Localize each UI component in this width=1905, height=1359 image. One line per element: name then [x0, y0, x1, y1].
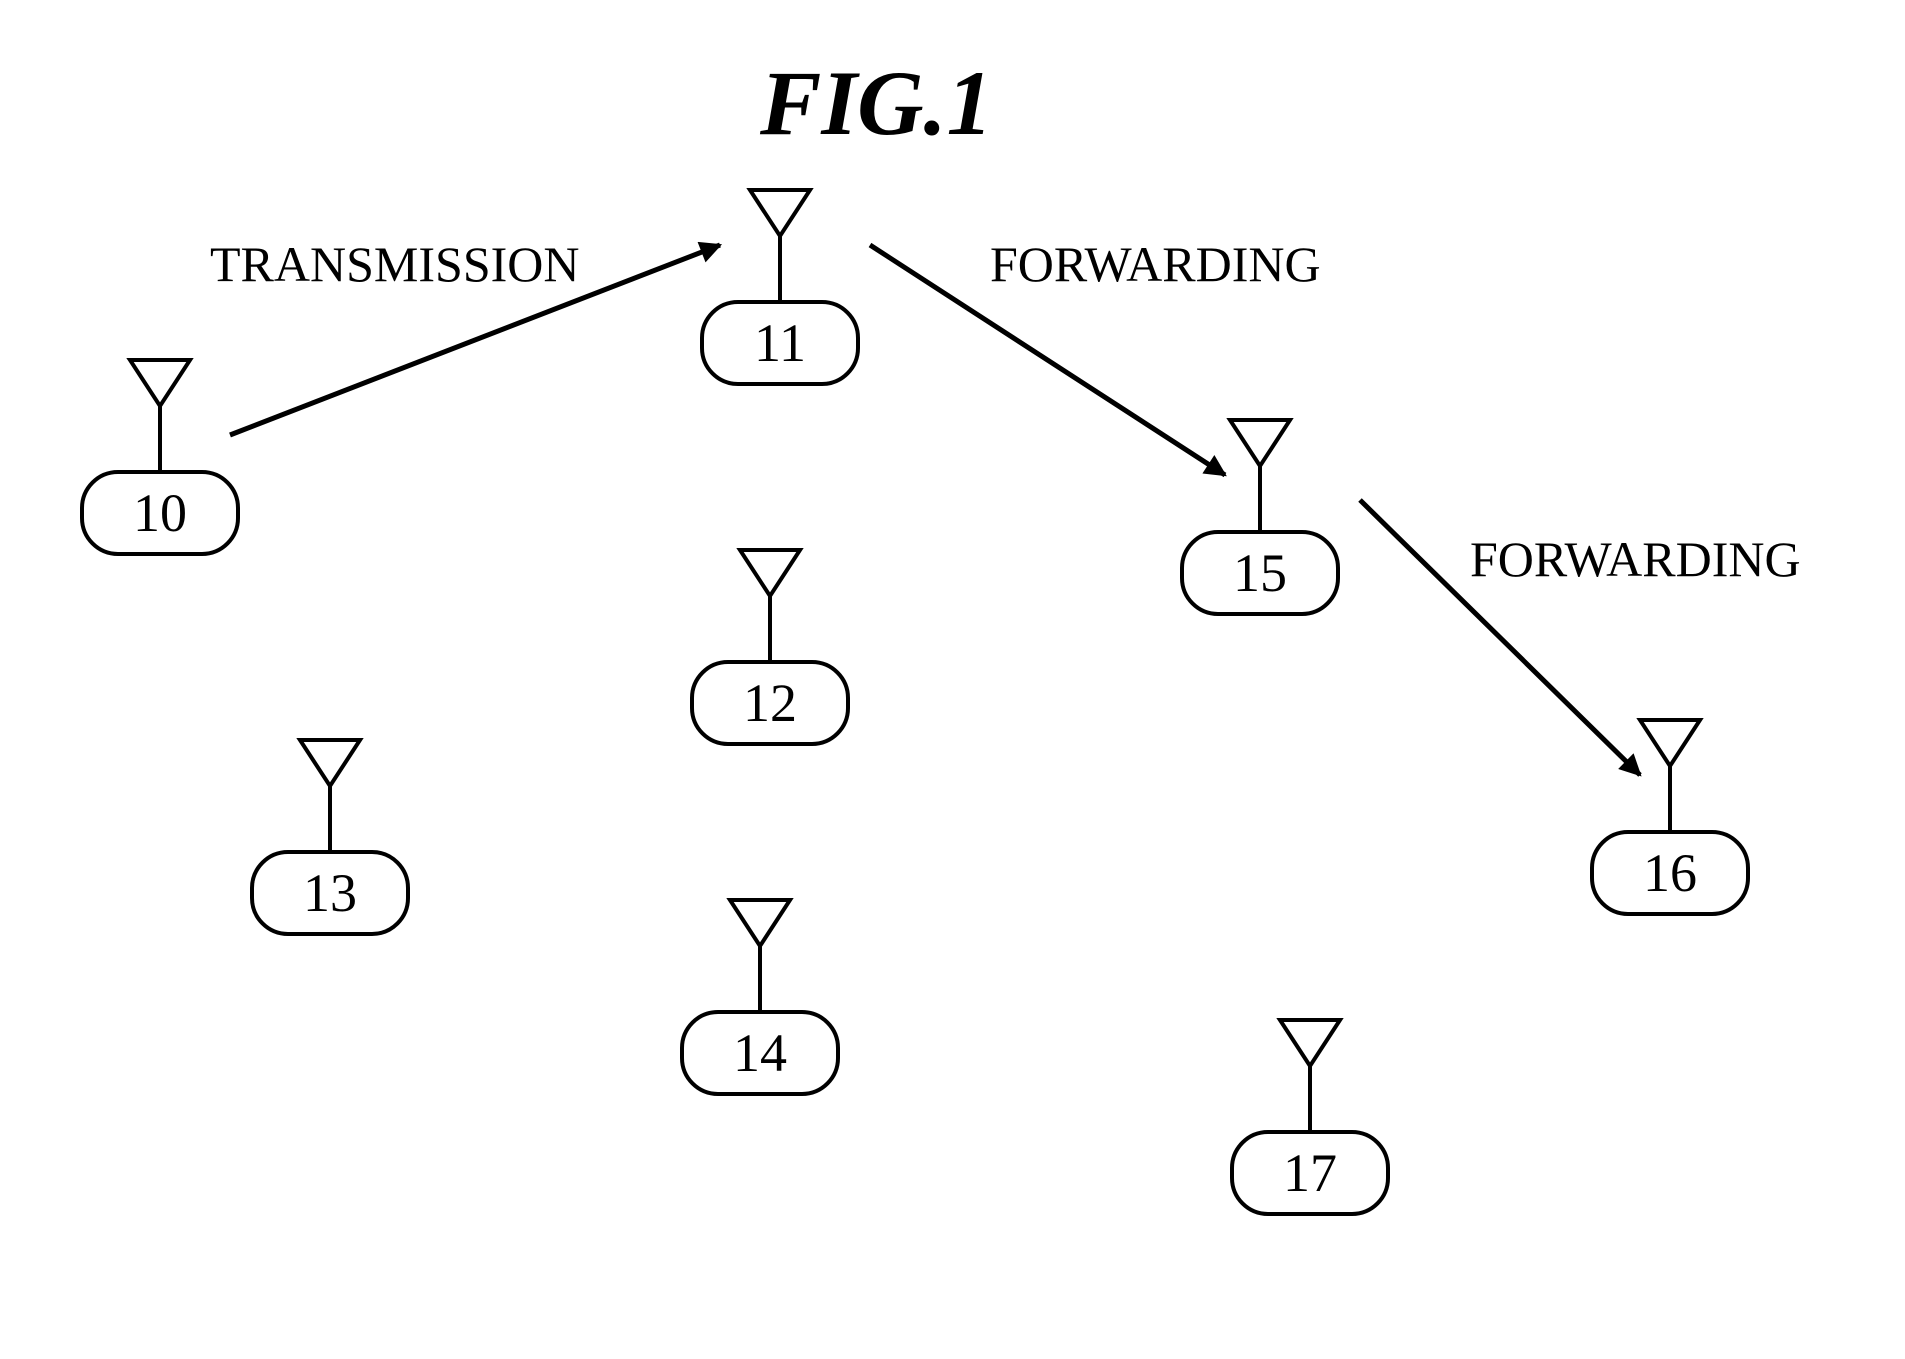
antenna-icon [1640, 720, 1700, 830]
node-label: 16 [1643, 842, 1697, 904]
antenna-icon [1280, 1020, 1340, 1130]
node-label: 13 [303, 862, 357, 924]
antenna-icon [130, 360, 190, 470]
antenna-icon [1230, 420, 1290, 530]
node-body: 17 [1230, 1130, 1390, 1216]
node-body: 16 [1590, 830, 1750, 916]
antenna-icon [730, 900, 790, 1010]
node-label: 14 [733, 1022, 787, 1084]
edge-label: TRANSMISSION [210, 235, 580, 293]
node-body: 15 [1180, 530, 1340, 616]
antenna-icon [750, 190, 810, 300]
node-body: 10 [80, 470, 240, 556]
edge-label: FORWARDING [990, 235, 1321, 293]
diagram-stage: FIG.1 10 11 12 13 14 15 16 17 TRANSMISSION FORWAR… [0, 0, 1905, 1359]
node-10: 10 [80, 470, 240, 556]
node-13: 13 [250, 850, 410, 936]
edges-layer [0, 0, 1905, 1359]
antenna-icon [300, 740, 360, 850]
node-body: 14 [680, 1010, 840, 1096]
node-body: 12 [690, 660, 850, 746]
node-16: 16 [1590, 830, 1750, 916]
node-label: 10 [133, 482, 187, 544]
node-11: 11 [700, 300, 860, 386]
node-label: 12 [743, 672, 797, 734]
figure-title: FIG.1 [760, 50, 993, 156]
node-17: 17 [1230, 1130, 1390, 1216]
node-label: 11 [754, 312, 806, 374]
node-body: 11 [700, 300, 860, 386]
edge-label: FORWARDING [1470, 530, 1801, 588]
antenna-icon [740, 550, 800, 660]
node-15: 15 [1180, 530, 1340, 616]
node-12: 12 [690, 660, 850, 746]
node-label: 17 [1283, 1142, 1337, 1204]
node-14: 14 [680, 1010, 840, 1096]
node-body: 13 [250, 850, 410, 936]
node-label: 15 [1233, 542, 1287, 604]
